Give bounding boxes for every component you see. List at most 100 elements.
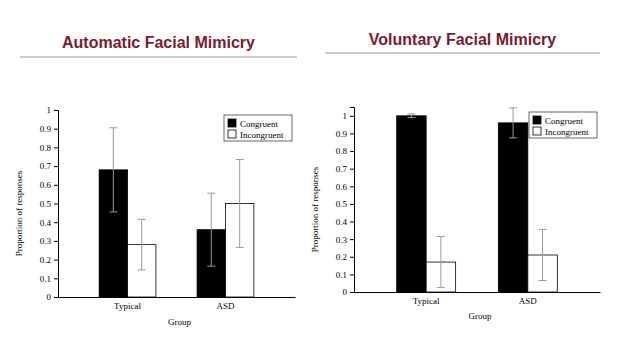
error-bar-cap — [138, 219, 146, 220]
chart: Voluntary Facial Mimicry00.10.20.30.40.5… — [310, 31, 601, 321]
series — [99, 128, 225, 297]
y-tick-label: 0.7 — [40, 161, 52, 171]
legend-box — [224, 115, 292, 141]
y-tick-label: 0.3 — [336, 235, 348, 245]
x-axis: Typical ASD — [355, 292, 601, 306]
x-tick: Typical — [114, 297, 141, 311]
y-tick: 0.8 — [336, 146, 354, 156]
y-axis-line — [54, 111, 59, 298]
x-tick: ASD — [519, 292, 538, 306]
x-tick-label: ASD — [216, 301, 235, 311]
series — [397, 108, 528, 292]
legend-label: Congruent — [545, 116, 583, 126]
error-bar-line — [411, 114, 412, 118]
legend-swatch — [533, 127, 541, 135]
bar — [397, 116, 426, 292]
y-tick-mark — [54, 110, 58, 111]
y-tick-mark — [350, 204, 354, 205]
y-tick-mark — [54, 129, 58, 130]
y-tick: 0.6 — [40, 180, 58, 190]
canvas: Automatic Facial Mimicry 0 0.1 0.2 0.3 0.4 0.5… — [0, 0, 619, 345]
x-axis-title: Group — [168, 317, 191, 327]
error-bar-cap — [109, 127, 117, 128]
x-tick-label: Typical — [413, 296, 440, 306]
y-tick-mark — [350, 222, 354, 223]
y-tick-label: 0.2 — [40, 255, 51, 265]
plot-area — [99, 128, 254, 297]
x-tick: Typical — [413, 292, 440, 306]
error-bar-line — [239, 160, 240, 248]
series — [128, 160, 254, 297]
y-axis: 00.10.20.30.40.50.60.70.80.91 — [336, 108, 355, 298]
y-tick-label: 0.9 — [336, 129, 348, 139]
x-axis: Typical ASD — [59, 297, 296, 311]
y-tick-mark — [350, 239, 354, 240]
x-tick: ASD — [216, 297, 235, 311]
y-tick-label: 1 — [343, 111, 348, 121]
error-bar-line — [542, 229, 543, 280]
y-tick: 0.9 — [40, 124, 58, 134]
error-bar-cap — [539, 229, 547, 230]
error-bar-cap — [509, 107, 517, 108]
y-tick-mark — [54, 260, 58, 261]
y-tick-mark — [350, 257, 354, 258]
error-bar-line — [513, 108, 514, 138]
y-tick: 0.5 — [40, 199, 58, 209]
y-axis-line — [350, 108, 355, 293]
error-bar-cap — [236, 247, 244, 248]
y-tick-mark — [350, 292, 354, 293]
legend-box — [529, 112, 597, 138]
error-bar-cap — [407, 117, 415, 118]
error-bar-cap — [509, 137, 517, 138]
y-tick-label: 0.8 — [40, 143, 52, 153]
error-bar-cap — [109, 211, 117, 212]
error-bar — [109, 128, 117, 212]
error-bar — [236, 160, 244, 248]
y-tick-label: 0.3 — [40, 236, 52, 246]
y-axis-title: Proportion of responses — [310, 166, 320, 252]
error-bar — [509, 108, 517, 138]
y-tick: 0.2 — [40, 255, 58, 265]
legend-swatch — [228, 130, 236, 138]
y-tick: 0.1 — [40, 274, 58, 284]
legend-swatch — [228, 119, 236, 127]
y-tick: 0.6 — [336, 182, 354, 192]
y-tick-label: 0.1 — [40, 274, 51, 284]
error-bar-line — [113, 128, 114, 212]
y-tick-label: 0.5 — [40, 199, 52, 209]
legend: CongruentIncongruent — [224, 115, 292, 141]
legend-item: Congruent — [533, 116, 583, 126]
y-tick-mark — [350, 133, 354, 134]
error-bar — [207, 193, 215, 266]
y-tick-label: 0.4 — [336, 217, 348, 227]
y-tick: 0.7 — [336, 164, 354, 174]
error-bar-line — [440, 237, 441, 288]
y-tick-label: 0.9 — [40, 124, 52, 134]
y-tick-mark — [350, 169, 354, 170]
error-bar-line — [141, 219, 142, 269]
y-tick: 0.7 — [40, 161, 58, 171]
y-tick: 0.9 — [336, 129, 354, 139]
legend-label: Congruent — [240, 119, 278, 129]
error-bar — [539, 229, 547, 280]
y-tick-label: 0.5 — [336, 199, 348, 209]
y-tick-mark — [54, 147, 58, 148]
y-tick: 0.5 — [336, 199, 354, 209]
y-tick-label: 0.8 — [336, 146, 348, 156]
error-bar — [407, 114, 415, 118]
x-axis-line — [355, 292, 601, 293]
y-tick-mark — [54, 166, 58, 167]
y-tick: 0.4 — [336, 217, 354, 227]
title: Automatic Facial Mimicry — [62, 34, 255, 51]
series — [426, 229, 557, 292]
y-tick-label: 0.4 — [40, 218, 52, 228]
y-tick: 0 — [47, 292, 59, 302]
y-tick: 1 — [343, 111, 355, 121]
y-tick: 0.1 — [336, 270, 354, 280]
error-bar-cap — [539, 280, 547, 281]
x-axis-title: Group — [469, 311, 492, 321]
y-tick-mark — [54, 278, 58, 279]
y-tick-mark — [54, 222, 58, 223]
error-bar-cap — [207, 193, 215, 194]
y-tick-mark — [54, 297, 58, 298]
